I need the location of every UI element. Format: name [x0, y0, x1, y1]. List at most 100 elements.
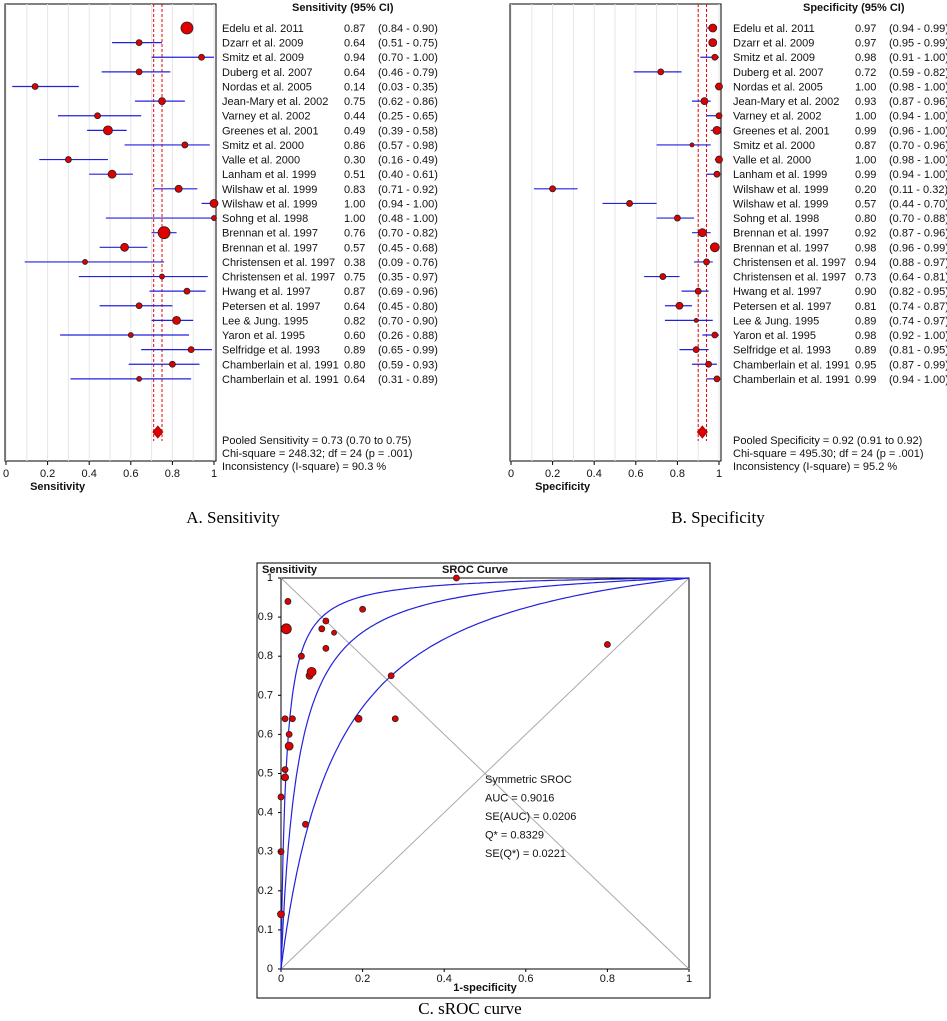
study-ci: (0.44 - 0.70) [889, 198, 947, 210]
study-point [708, 23, 718, 33]
study-point [703, 258, 710, 266]
y-tick-label: 0.5 [258, 768, 273, 780]
study-label: Petersen et al. 1997 [733, 301, 831, 313]
study-point [626, 200, 633, 207]
study-ci: (0.96 - 1.00) [889, 125, 947, 137]
study-value: 0.49 [344, 125, 365, 137]
study-label: Lee & Jung. 1995 [733, 315, 819, 327]
study-point [172, 315, 181, 325]
study-point [549, 185, 556, 193]
study-value: 0.94 [855, 257, 876, 269]
study-point [708, 38, 718, 48]
study-ci: (0.98 - 1.00) [889, 155, 947, 167]
study-label: Varney et al. 2002 [733, 111, 821, 123]
study-ci: (0.45 - 0.80) [378, 301, 438, 313]
study-point [135, 68, 143, 76]
x-tick-label: 0.6 [628, 468, 643, 480]
study-label: Selfridge et al. 1993 [222, 345, 320, 357]
study-label: Brennan et al. 1997 [733, 242, 829, 254]
x-tick-label: 0.8 [670, 468, 685, 480]
x-tick-label: 0.2 [545, 468, 560, 480]
study-ci: (0.81 - 0.95) [889, 345, 947, 357]
study-label: Brennan et al. 1997 [222, 228, 318, 240]
sroc-ci-curve [280, 577, 690, 969]
study-point [712, 125, 722, 135]
x-tick-label: 0.4 [587, 468, 602, 480]
study-ci: (0.69 - 0.96) [378, 286, 438, 298]
x-tick-label: 0.8 [600, 973, 615, 985]
study-label: Chamberlain et al. 1991 [733, 374, 850, 386]
study-label: Wilshaw et al. 1999 [733, 198, 828, 210]
sroc-title: SROC Curve [442, 564, 508, 576]
study-value: 0.87 [855, 140, 876, 152]
study-point [168, 360, 176, 368]
caption-sensitivity: A. Sensitivity [186, 508, 280, 527]
study-ci: (0.94 - 1.00) [889, 111, 947, 123]
study-ci: (0.70 - 0.82) [378, 228, 438, 240]
study-value: 0.57 [855, 198, 876, 210]
study-ci: (0.26 - 0.88) [378, 330, 438, 342]
study-label: Nordas et al. 2005 [222, 81, 312, 93]
study-ci: (0.94 - 1.00) [889, 374, 947, 386]
study-point [306, 666, 317, 677]
study-point [715, 82, 723, 91]
study-point [280, 623, 292, 635]
y-tick-label: 0.8 [258, 650, 273, 662]
study-point [391, 715, 399, 723]
study-ci: (0.35 - 0.97) [378, 272, 438, 284]
study-point [711, 53, 719, 61]
study-point [289, 715, 296, 723]
study-point [692, 346, 700, 354]
study-point [453, 574, 460, 582]
study-value: 0.64 [344, 67, 365, 79]
study-label: Valle et al. 2000 [733, 155, 811, 167]
study-label: Wilshaw et al. 1999 [733, 184, 828, 196]
x-tick-label: 0.2 [40, 468, 55, 480]
study-label: Christensen et al. 1997 [222, 257, 335, 269]
sroc-curve [280, 577, 690, 969]
pooled-diamond [152, 425, 164, 439]
study-label: Sohng et al. 1998 [733, 213, 819, 225]
study-label: Sohng et al. 1998 [222, 213, 308, 225]
sroc-ci-curve [280, 577, 690, 969]
x-tick-label: 1 [686, 973, 692, 985]
study-value: 0.99 [855, 169, 876, 181]
column-header: Specificity (95% CI) [803, 2, 905, 14]
study-label: Selfridge et al. 1993 [733, 345, 831, 357]
y-tick-label: 0.9 [258, 611, 273, 623]
inconsistency-label: Inconsistency (I-square) = 90.3 % [222, 461, 386, 473]
study-value: 0.80 [344, 359, 365, 371]
study-point [693, 317, 699, 323]
study-label: Christensen et al. 1997 [222, 272, 335, 284]
sensitivity-forest-plot: Sensitivity (95% CI) Edelu et al. 2011 0.8… [3, 2, 438, 493]
study-ci: (0.94 - 1.00) [378, 198, 438, 210]
study-ci: (0.70 - 0.96) [889, 140, 947, 152]
study-value: 0.30 [344, 155, 365, 167]
study-point [31, 83, 39, 90]
study-point [674, 214, 681, 222]
sroc-frame [256, 562, 711, 999]
study-ci: (0.48 - 1.00) [378, 213, 438, 225]
study-value: 1.00 [344, 213, 365, 225]
study-point [281, 715, 289, 723]
study-value: 0.89 [344, 345, 365, 357]
study-label: Smitz et al. 2009 [222, 52, 304, 64]
study-label: Petersen et al. 1997 [222, 301, 320, 313]
study-value: 0.87 [344, 23, 365, 35]
study-value: 0.89 [855, 315, 876, 327]
study-value: 0.64 [344, 301, 365, 313]
study-label: Smitz et al. 2000 [222, 140, 304, 152]
study-value: 0.57 [344, 242, 365, 254]
study-ci: (0.11 - 0.32) [889, 184, 947, 196]
study-value: 0.73 [855, 272, 876, 284]
study-ci: (0.40 - 0.61) [378, 169, 438, 181]
study-ci: (0.82 - 0.95) [889, 286, 947, 298]
study-point [285, 731, 293, 738]
study-point [209, 199, 219, 208]
study-point [709, 242, 720, 253]
study-point [174, 184, 183, 193]
study-value: 0.72 [855, 67, 876, 79]
study-ci: (0.31 - 0.89) [378, 374, 438, 386]
study-ci: (0.57 - 0.98) [378, 140, 438, 152]
study-label: Valle et al. 2000 [222, 155, 300, 167]
